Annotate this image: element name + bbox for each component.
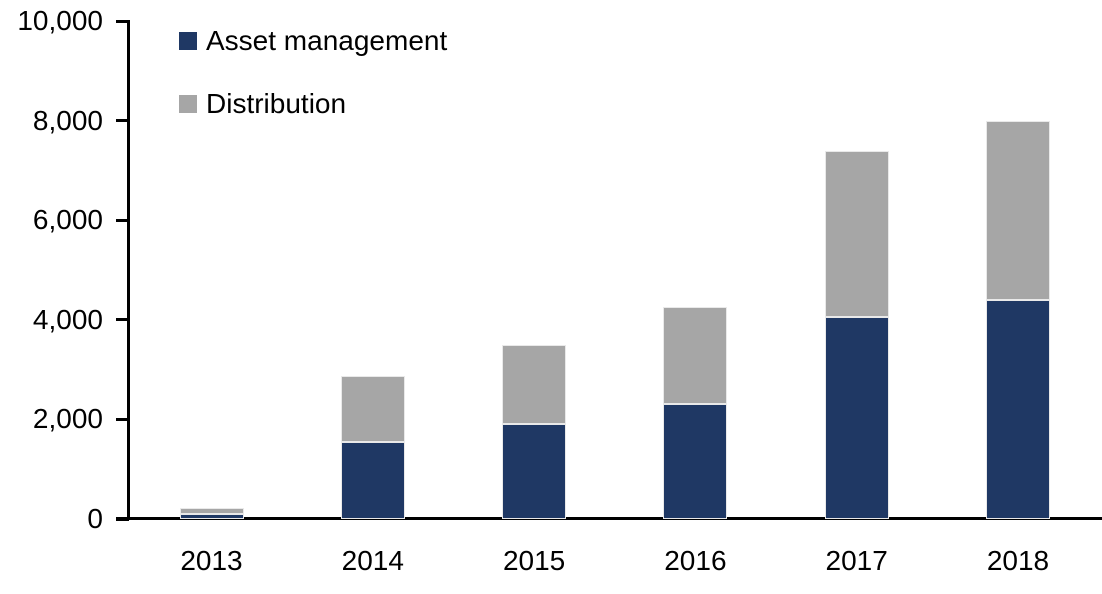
bar-segment-asset-management-2018	[986, 299, 1050, 519]
y-axis-line	[127, 20, 130, 520]
bar-segment-distribution-2017	[824, 151, 889, 318]
legend-swatch-asset-management	[179, 32, 197, 50]
bar-segment-asset-management-2017	[824, 317, 889, 519]
bar-segment-distribution-2016	[663, 307, 728, 405]
legend-item-asset-management: Asset management	[179, 23, 447, 59]
bar-segment-asset-management-2016	[663, 404, 728, 519]
bar-segment-asset-management-2015	[502, 424, 567, 519]
y-tick-label: 6,000	[32, 204, 103, 236]
x-tick-label-2016: 2016	[664, 545, 727, 576]
y-tick-mark	[116, 318, 129, 322]
x-tick-label-2017: 2017	[825, 545, 888, 576]
y-tick-label: 0	[87, 503, 103, 534]
legend-item-distribution: Distribution	[179, 86, 447, 122]
x-axis-line	[116, 517, 1102, 520]
bar-segment-asset-management-2014	[340, 441, 405, 519]
legend-swatch-distribution	[179, 95, 197, 113]
x-tick-label-2013: 2013	[180, 545, 243, 576]
y-tick-mark	[116, 119, 129, 123]
bar-segment-distribution-2018	[986, 120, 1050, 300]
x-tick-label-2014: 2014	[341, 545, 404, 576]
x-tick-label-2018: 2018	[986, 545, 1050, 576]
bar-segment-asset-management-2013	[179, 513, 244, 519]
y-tick-mark	[116, 19, 129, 23]
x-tick-label-2015: 2015	[502, 545, 566, 576]
bar-segment-distribution-2013	[179, 508, 244, 514]
y-tick-mark	[116, 417, 129, 421]
bar-segment-distribution-2015	[502, 344, 567, 425]
y-tick-label: 10,000	[17, 5, 103, 36]
legend-label-distribution: Distribution	[206, 88, 347, 119]
y-tick-label: 4,000	[32, 303, 103, 335]
legend-label-asset-management: Asset management	[206, 25, 448, 56]
bar-segment-distribution-2014	[340, 376, 405, 442]
y-tick-label: 2,000	[32, 403, 103, 435]
y-tick-label: 8,000	[32, 104, 103, 136]
legend: Asset management Distribution	[179, 23, 447, 149]
y-tick-mark	[116, 218, 129, 222]
